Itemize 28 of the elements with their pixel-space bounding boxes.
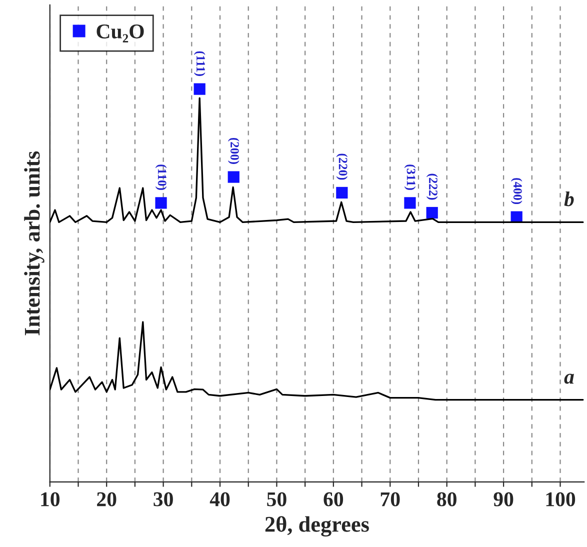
- x-tick-label: 90: [494, 492, 514, 506]
- x-tick-label: 80: [437, 492, 456, 506]
- y-axis-title: Intensity, arb. units: [24, 151, 44, 336]
- point: [155, 197, 167, 209]
- point: [404, 197, 416, 209]
- x-tick-label: 100: [546, 492, 576, 506]
- x-tick-label: 50: [267, 492, 286, 506]
- x-tick-label: 20: [97, 492, 116, 506]
- annotation: (311): [404, 164, 416, 190]
- annotation: (110): [155, 164, 167, 190]
- annotation: (400): [510, 178, 522, 204]
- annotation: (222): [426, 174, 438, 200]
- point: [228, 171, 240, 183]
- x-tick-label: 60: [324, 492, 344, 506]
- point: [336, 186, 348, 199]
- series-label: a: [564, 374, 574, 384]
- point: [426, 206, 438, 219]
- point: [194, 83, 206, 95]
- x-tick-label: 70: [380, 492, 400, 506]
- annotation: (220): [336, 154, 348, 180]
- annotation: (200): [228, 138, 240, 164]
- x-tick-label: 10: [41, 492, 60, 506]
- annotation: (111): [194, 51, 206, 76]
- x-tick-label: 40: [210, 492, 230, 506]
- x-axis-title: 2θ, degrees: [265, 516, 369, 537]
- legend-label: Cu₂O: [96, 24, 144, 42]
- series-label: b: [564, 192, 574, 206]
- x-tick-label: 30: [154, 492, 173, 506]
